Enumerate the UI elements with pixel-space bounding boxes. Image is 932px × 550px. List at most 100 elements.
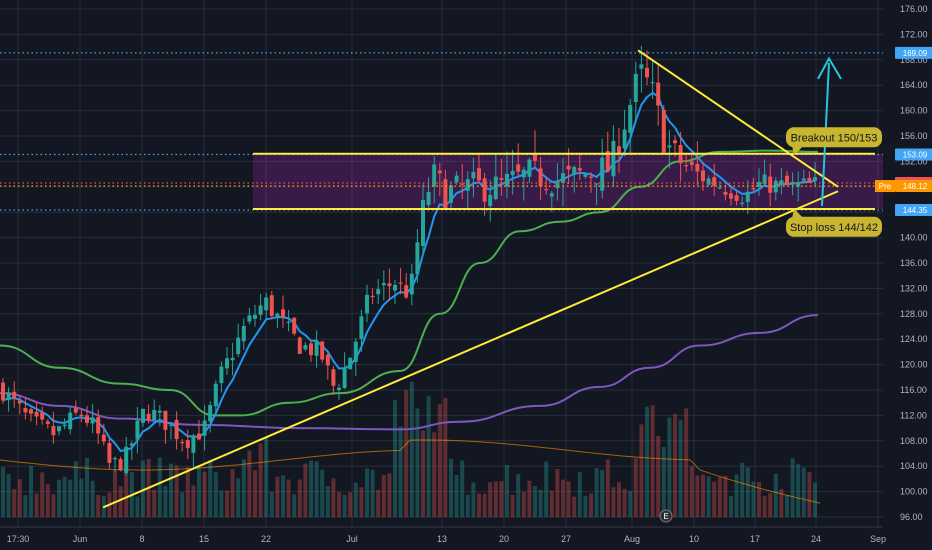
- candle-body[interactable]: [359, 316, 364, 339]
- candle-body[interactable]: [85, 415, 89, 424]
- candle-body[interactable]: [1, 382, 5, 401]
- candle-body[interactable]: [79, 414, 84, 417]
- candle-body[interactable]: [40, 412, 45, 420]
- candle-body[interactable]: [34, 411, 39, 417]
- candle-body[interactable]: [219, 366, 224, 384]
- candle-body[interactable]: [281, 309, 285, 318]
- x-axis[interactable]: 17:30 Jun 8 15 22 Jul 13 20 27 Aug 10 17 24 Sep: [0, 526, 886, 544]
- trendlines[interactable]: [102, 49, 875, 509]
- candle-body[interactable]: [415, 242, 420, 275]
- candle-body[interactable]: [376, 289, 381, 295]
- candle-body[interactable]: [768, 176, 773, 193]
- candle-body[interactable]: [449, 185, 453, 203]
- candle-body[interactable]: [157, 410, 162, 413]
- candle-body[interactable]: [101, 434, 106, 442]
- candle-body[interactable]: [12, 391, 17, 399]
- candle-body[interactable]: [650, 82, 655, 84]
- candle-body[interactable]: [404, 285, 409, 298]
- candle-body[interactable]: [701, 170, 705, 182]
- candle-body[interactable]: [544, 189, 549, 191]
- candle-body[interactable]: [152, 409, 157, 421]
- candle-body[interactable]: [96, 417, 101, 434]
- candle-body[interactable]: [493, 176, 498, 200]
- candle-body[interactable]: [387, 283, 392, 287]
- candle-body[interactable]: [146, 413, 151, 420]
- candle-body[interactable]: [269, 295, 274, 316]
- candle-body[interactable]: [191, 435, 196, 453]
- candle-body[interactable]: [617, 146, 621, 155]
- candle-body[interactable]: [393, 284, 397, 291]
- candle-body[interactable]: [549, 193, 554, 197]
- candle-body[interactable]: [510, 170, 515, 176]
- candle-body[interactable]: [320, 341, 325, 360]
- candle-body[interactable]: [561, 173, 565, 183]
- candle-body[interactable]: [572, 167, 577, 175]
- candle-body[interactable]: [527, 159, 532, 177]
- candle-body[interactable]: [762, 174, 767, 185]
- candle-body[interactable]: [605, 151, 610, 172]
- y-axis[interactable]: 96.00 100.00 104.00 108.00 112.00 116.00 120.0…: [875, 0, 932, 550]
- candle-body[interactable]: [745, 191, 750, 203]
- candle-body[interactable]: [673, 140, 677, 144]
- candle-body[interactable]: [247, 315, 252, 322]
- candle-body[interactable]: [348, 357, 353, 370]
- candle-body[interactable]: [773, 180, 778, 193]
- candle-body[interactable]: [6, 392, 11, 401]
- candle-body[interactable]: [645, 67, 649, 78]
- candle-body[interactable]: [813, 177, 817, 181]
- candle-body[interactable]: [488, 194, 493, 207]
- candle-body[interactable]: [314, 340, 319, 356]
- candle-body[interactable]: [208, 405, 213, 422]
- candle-body[interactable]: [801, 178, 806, 181]
- candle-body[interactable]: [628, 104, 633, 133]
- candle-body[interactable]: [286, 321, 291, 323]
- candle-body[interactable]: [482, 178, 487, 202]
- candle-body[interactable]: [807, 177, 812, 183]
- candle-body[interactable]: [589, 176, 593, 178]
- candle-body[interactable]: [124, 446, 129, 474]
- candle-body[interactable]: [443, 179, 448, 210]
- candle-body[interactable]: [421, 200, 425, 247]
- candle-body[interactable]: [135, 420, 140, 440]
- candle-body[interactable]: [667, 145, 672, 148]
- candle-body[interactable]: [141, 408, 145, 423]
- candle-body[interactable]: [566, 165, 571, 170]
- candle-body[interactable]: [426, 191, 431, 206]
- candle-body[interactable]: [51, 426, 56, 436]
- candle-body[interactable]: [331, 369, 336, 386]
- candle-body[interactable]: [370, 295, 375, 298]
- candle-body[interactable]: [213, 383, 218, 407]
- candle-body[interactable]: [499, 178, 504, 181]
- candle-body[interactable]: [684, 165, 689, 167]
- candle-body[interactable]: [695, 163, 700, 172]
- candle-body[interactable]: [365, 294, 369, 314]
- candle-body[interactable]: [796, 182, 801, 187]
- candle-body[interactable]: [264, 297, 269, 311]
- candle-body[interactable]: [600, 157, 605, 191]
- candle-body[interactable]: [454, 175, 459, 183]
- candle-body[interactable]: [23, 407, 28, 413]
- candle-body[interactable]: [107, 443, 112, 463]
- candle-body[interactable]: [309, 343, 313, 356]
- candle-body[interactable]: [729, 193, 733, 199]
- candle-body[interactable]: [740, 202, 745, 205]
- candle-body[interactable]: [706, 178, 711, 185]
- candle-body[interactable]: [241, 325, 246, 342]
- candle-body[interactable]: [258, 305, 263, 315]
- candle-body[interactable]: [163, 410, 168, 430]
- candle-body[interactable]: [337, 387, 341, 391]
- candle-body[interactable]: [236, 337, 241, 355]
- candle-body[interactable]: [785, 175, 789, 185]
- rising-support-line[interactable]: [102, 190, 839, 509]
- candle-body[interactable]: [197, 433, 201, 440]
- candle-body[interactable]: [656, 82, 661, 106]
- candle-body[interactable]: [471, 172, 476, 179]
- candle-body[interactable]: [516, 164, 521, 172]
- candle-body[interactable]: [477, 168, 481, 181]
- candle-body[interactable]: [62, 424, 67, 427]
- candle-body[interactable]: [275, 313, 280, 317]
- candle-body[interactable]: [594, 183, 599, 185]
- candle-body[interactable]: [57, 426, 61, 432]
- candle-body[interactable]: [409, 273, 414, 295]
